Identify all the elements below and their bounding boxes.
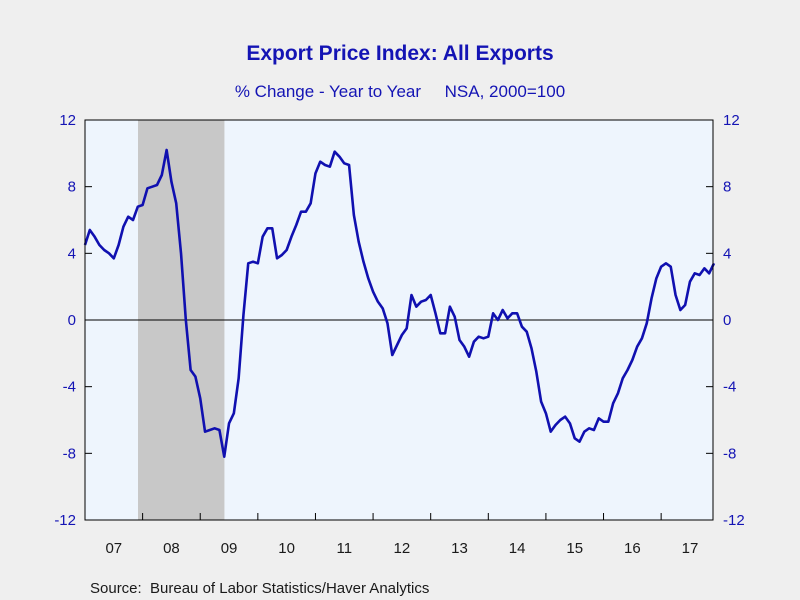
ytick-label-right: -8 <box>723 445 736 462</box>
xtick-label: 12 <box>394 540 411 557</box>
xtick-label: 17 <box>682 540 699 557</box>
chart-title: Export Price Index: All Exports <box>246 42 553 65</box>
plot-frame <box>84 119 714 521</box>
ytick-label-right: -4 <box>723 379 736 396</box>
xtick-label: 08 <box>163 540 180 557</box>
ytick-label-left: 8 <box>68 179 76 196</box>
ytick-label-right: 8 <box>723 179 731 196</box>
source-note: Source: Bureau of Labor Statistics/Haver… <box>90 580 429 597</box>
xtick-label: 13 <box>451 540 468 557</box>
ytick-label-left: 12 <box>59 112 76 129</box>
ytick-label-left: 0 <box>68 312 76 329</box>
xtick-label: 09 <box>221 540 238 557</box>
xtick-label: 16 <box>624 540 641 557</box>
xtick-label: 14 <box>509 540 526 557</box>
ytick-label-right: -12 <box>723 512 745 529</box>
xtick-label: 10 <box>278 540 295 557</box>
ytick-label-right: 12 <box>723 112 740 129</box>
chart-subtitle: % Change - Year to Year NSA, 2000=100 <box>235 82 565 101</box>
ytick-label-left: -4 <box>63 379 76 396</box>
ytick-label-left: -12 <box>54 512 76 529</box>
xtick-label: 11 <box>336 540 352 557</box>
series-line <box>83 148 716 458</box>
xtick-label: 15 <box>566 540 583 557</box>
ytick-label-right: 4 <box>723 245 731 262</box>
xtick-label: 07 <box>105 540 122 557</box>
ytick-label-left: -8 <box>63 445 76 462</box>
ytick-label-left: 4 <box>68 245 76 262</box>
ytick-label-right: 0 <box>723 312 731 329</box>
